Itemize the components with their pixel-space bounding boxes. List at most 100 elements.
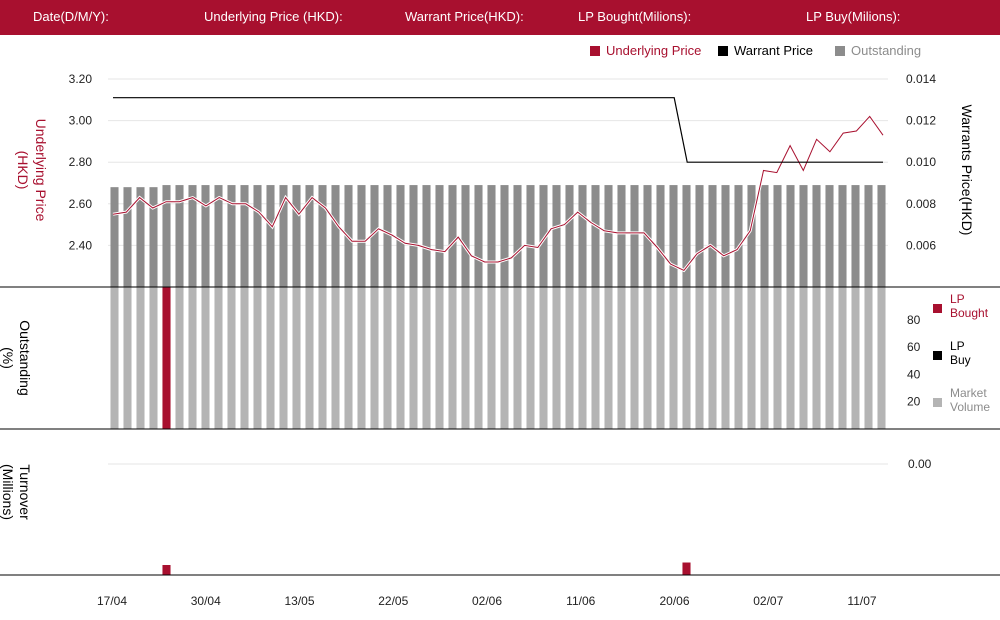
outstanding-bar [279, 185, 288, 287]
axes [0, 286, 1000, 576]
outstanding-bar [474, 185, 483, 287]
outstanding-bar [396, 185, 405, 287]
outstanding-bar [825, 185, 834, 287]
outstanding-bar [292, 185, 301, 287]
market-volume-bar [214, 287, 223, 429]
y-left-tick-label: 2.80 [69, 155, 93, 169]
market-volume-bar [279, 287, 288, 429]
market-volume-bar [656, 287, 665, 429]
outstanding-bar [110, 187, 119, 287]
market-volume-bar [461, 287, 470, 429]
turnover-axis-title: Turnover [17, 464, 33, 520]
legend-lp-bought-swatch [933, 304, 942, 313]
outstanding-bar [864, 185, 873, 287]
legend-underlying-price-swatch [590, 46, 600, 56]
market-volume-bar [721, 287, 730, 429]
outstanding-bar [487, 185, 496, 287]
turnover-axis-title-unit: (Millions) [0, 464, 16, 520]
market-volume-bar [344, 287, 353, 429]
market-volume-bar [695, 287, 704, 429]
market-volume-bar [110, 287, 119, 429]
outstanding-axis-title-unit: (%) [0, 347, 16, 369]
outstanding-bar [409, 185, 418, 287]
outstanding-bar [539, 185, 548, 287]
market-volume-bar [188, 287, 197, 429]
x-tick-label: 30/04 [191, 594, 221, 608]
market-volume-bar [838, 287, 847, 429]
lp-bought-bar [162, 287, 171, 429]
outstanding-bar [838, 185, 847, 287]
y-outstanding-tick-label: 20 [907, 395, 921, 409]
market-volume-bar [370, 287, 379, 429]
outstanding-bar [383, 185, 392, 287]
legend-outstanding: Outstanding [851, 43, 921, 58]
x-tick-label: 02/07 [753, 594, 783, 608]
market-volume-bar [526, 287, 535, 429]
outstanding-bar [123, 187, 132, 287]
market-volume-bar [513, 287, 522, 429]
warrant-price-label: Warrant Price(HKD): [405, 9, 524, 24]
outstanding-bar [604, 185, 613, 287]
labels: 3.203.002.802.602.400.0140.0120.0100.008… [0, 43, 990, 608]
market-volume-bar [760, 287, 769, 429]
market-volume-bar [409, 287, 418, 429]
y-left-tick-label: 3.20 [69, 72, 93, 86]
outstanding-axis-title: Outstanding [17, 320, 33, 396]
outstanding-bar [435, 185, 444, 287]
y-left-axis-title: Underlying Price [33, 119, 49, 222]
legend-lp-buy: LP Buy [950, 339, 971, 367]
x-tick-label: 22/05 [378, 594, 408, 608]
legend-lp-bought: LP Bought [950, 292, 989, 320]
y-right-tick-label: 0.008 [906, 197, 936, 211]
grid-lines [108, 78, 888, 465]
y-right-tick-label: 0.006 [906, 238, 936, 252]
outstanding-bar [799, 185, 808, 287]
market-volume-bar [396, 287, 405, 429]
outstanding-bar [786, 185, 795, 287]
x-tick-label: 11/06 [566, 594, 595, 608]
market-volume-bar [539, 287, 548, 429]
outstanding-bar [591, 185, 600, 287]
outstanding-bar [812, 185, 821, 287]
market-volume-bar [136, 287, 145, 429]
turnover-bar [682, 562, 691, 575]
x-tick-label: 17/04 [97, 594, 127, 608]
market-volume-bar [708, 287, 717, 429]
outstanding-bar [318, 185, 327, 287]
outstanding-bar [552, 185, 561, 287]
outstanding-bar [188, 185, 197, 287]
market-volume-bar [123, 287, 132, 429]
x-tick-label: 02/06 [472, 594, 502, 608]
outstanding-bar [266, 185, 275, 287]
market-volume-bar [864, 287, 873, 429]
market-volume-bar [305, 287, 314, 429]
legend-outstanding-swatch [835, 46, 845, 56]
outstanding-bar [500, 185, 509, 287]
market-volume-bar [318, 287, 327, 429]
y-turnover-tick-label: 0.00 [908, 457, 932, 471]
y-outstanding-tick-label: 40 [907, 367, 921, 381]
legend-lp-buy-swatch [933, 351, 942, 360]
lp-buy-label: LP Buy(Milions): [806, 9, 901, 24]
y-right-tick-label: 0.010 [906, 155, 936, 169]
market-volume-bar [331, 287, 340, 429]
outstanding-bar [578, 185, 587, 287]
outstanding-bar [149, 187, 158, 287]
market-volume-bar [630, 287, 639, 429]
outstanding-bar [214, 185, 223, 287]
outstanding-bar [617, 185, 626, 287]
market-volume-bar [617, 287, 626, 429]
y-left-tick-label: 2.60 [69, 197, 93, 211]
outstanding-bar [162, 185, 171, 287]
outstanding-bar [175, 185, 184, 287]
bars [110, 185, 886, 575]
outstanding-bar [695, 185, 704, 287]
date-label: Date(D/M/Y): [33, 9, 109, 24]
outstanding-bar [526, 185, 535, 287]
y-left-tick-label: 3.00 [69, 114, 93, 128]
outstanding-bar [773, 185, 782, 287]
market-volume-bar [604, 287, 613, 429]
y-right-axis-title: Warrants Price(HKD) [959, 105, 975, 236]
warrant-price-line [113, 97, 883, 163]
lp-bought-label: LP Bought(Milions): [578, 9, 692, 24]
